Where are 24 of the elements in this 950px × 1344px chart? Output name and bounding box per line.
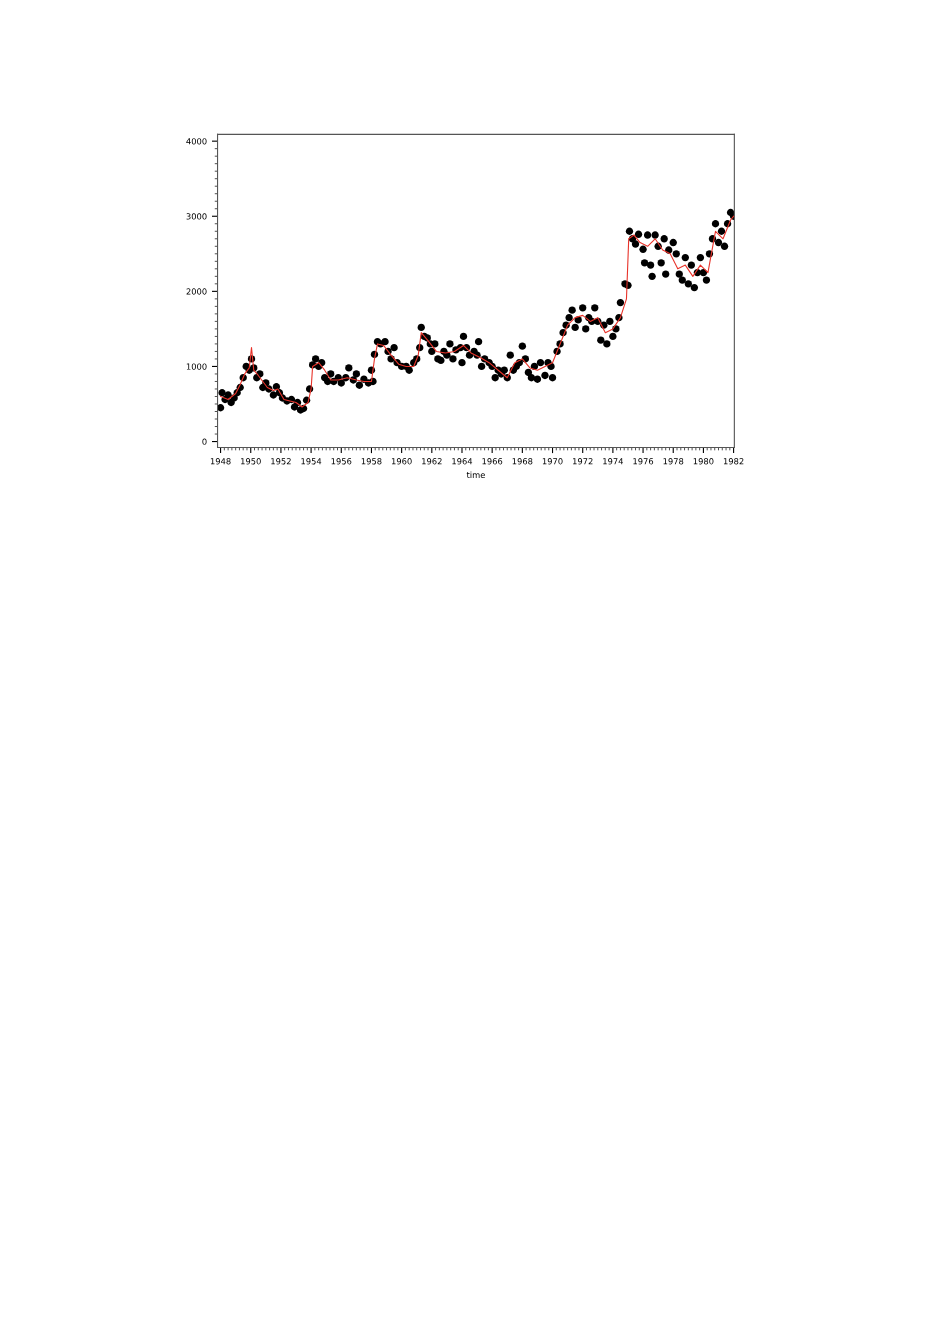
x-tick-label: 1964 xyxy=(452,458,473,465)
y-tick-label: 3000 xyxy=(186,213,207,220)
x-tick-label: 1982 xyxy=(723,458,744,465)
x-tick-label: 1980 xyxy=(693,458,714,465)
x-tick-label: 1960 xyxy=(391,458,412,465)
x-tick-label: 1978 xyxy=(663,458,684,465)
x-tick-label: 1970 xyxy=(542,458,563,465)
x-tick-label: 1952 xyxy=(271,458,291,465)
y-tick-label: 4000 xyxy=(186,138,207,145)
x-tick-label: 1962 xyxy=(422,458,442,465)
y-tick-label: 2000 xyxy=(186,288,207,295)
x-tick-label: 1976 xyxy=(633,458,654,465)
x-tick-label: 1974 xyxy=(603,458,624,465)
x-tick-label: 1958 xyxy=(361,458,382,465)
x-tick-label: 1950 xyxy=(241,458,261,465)
x-tick-label: 1972 xyxy=(573,458,593,465)
x-tick-label: 1956 xyxy=(331,458,352,465)
x-tick-label: 1948 xyxy=(210,458,231,465)
x-tick-label: 1966 xyxy=(482,458,503,465)
y-tick-label: 1000 xyxy=(186,363,207,370)
x-tick-label: 1954 xyxy=(301,458,322,465)
x-tick-label: 1968 xyxy=(512,458,533,465)
x-axis-title: time xyxy=(466,471,485,479)
y-tick-label: 0 xyxy=(202,438,207,445)
